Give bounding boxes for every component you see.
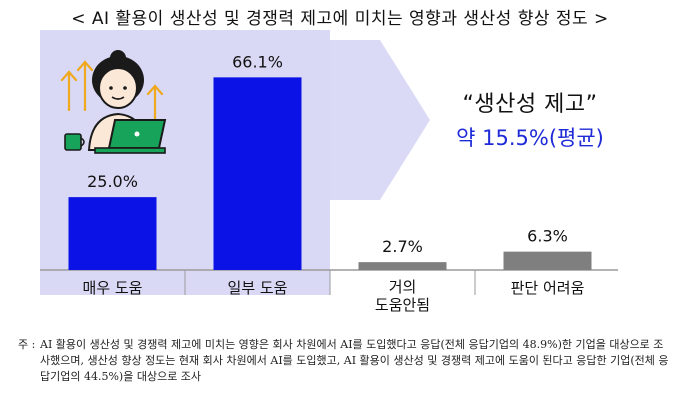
bar bbox=[68, 197, 157, 270]
category-label: 판단 어려움 bbox=[511, 279, 585, 297]
data-label: 25.0% bbox=[87, 172, 138, 191]
category-label: 일부 도움 bbox=[228, 279, 288, 297]
footnote-lead: 주 : bbox=[18, 338, 36, 351]
footnote-text: AI 활용이 생산성 및 경쟁력 제고에 미치는 영향은 회사 차원에서 AI를… bbox=[40, 338, 669, 383]
callout-arrow bbox=[330, 40, 430, 200]
callout-sub: 약 15.5%(평균) bbox=[456, 126, 604, 150]
callout: “생산성 제고” 약 15.5%(평균) bbox=[405, 86, 655, 152]
category-label: 도움안됨 bbox=[375, 296, 430, 314]
chart-title: < AI 활용이 생산성 및 경쟁력 제고에 미치는 영향과 생산성 향상 정도… bbox=[71, 9, 609, 29]
person-laptop-growth-icon bbox=[60, 50, 167, 154]
callout-main: “생산성 제고” bbox=[462, 92, 598, 117]
bar bbox=[358, 262, 447, 270]
bar bbox=[503, 251, 592, 270]
footnote: 주 : AI 활용이 생산성 및 경쟁력 제고에 미치는 영향은 회사 차원에서… bbox=[18, 337, 673, 385]
data-label: 66.1% bbox=[232, 52, 283, 71]
chart-area: 25.0% 매우 도움 66.1% 일부 도움 2.7% 거의 도움안됨 6.3% 판단 어려움… bbox=[0, 30, 680, 335]
data-label: 6.3% bbox=[527, 227, 568, 246]
bar bbox=[213, 77, 302, 270]
data-label: 2.7% bbox=[382, 237, 423, 256]
category-label: 거의 bbox=[389, 278, 417, 296]
category-label: 매우 도움 bbox=[83, 279, 143, 297]
